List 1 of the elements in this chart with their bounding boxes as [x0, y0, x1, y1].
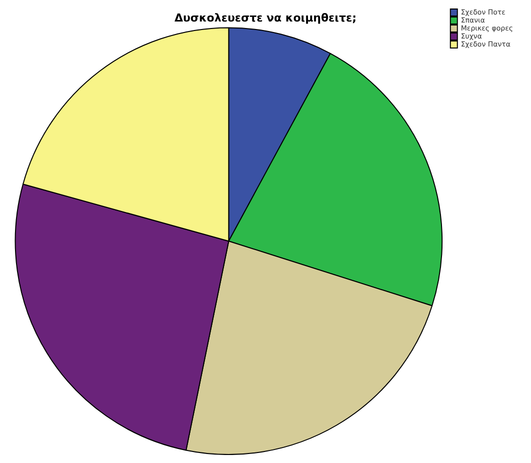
chart-title: Δυσκολευεστε να κοιμηθειτε;: [174, 11, 357, 24]
